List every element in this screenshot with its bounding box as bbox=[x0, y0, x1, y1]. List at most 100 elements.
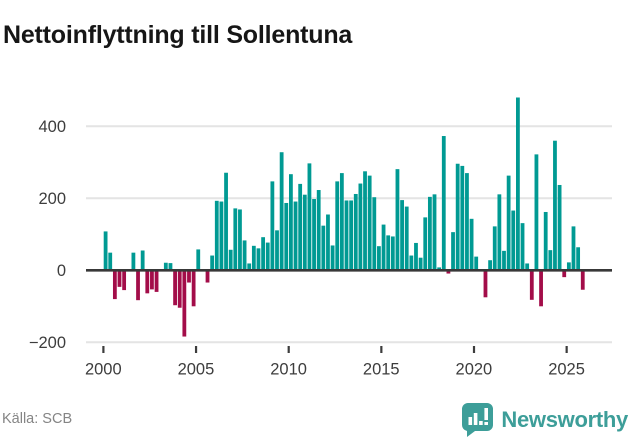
y-axis-label-200: 200 bbox=[38, 190, 66, 208]
bar-2011-Q1 bbox=[307, 163, 312, 271]
bar-2018-Q1 bbox=[437, 267, 442, 271]
x-tick-2010 bbox=[287, 346, 290, 353]
bar-2010-Q2 bbox=[293, 201, 298, 271]
bar-2016-Q3 bbox=[409, 255, 414, 271]
bar-2015-Q2 bbox=[386, 235, 391, 271]
bar-2001-Q3 bbox=[131, 252, 136, 271]
bar-2017-Q3 bbox=[427, 196, 432, 271]
y-axis-label--200: −200 bbox=[29, 334, 66, 352]
bar-2025-Q1 bbox=[566, 262, 571, 271]
bar-2014-Q3 bbox=[372, 197, 377, 271]
bar-2014-Q1 bbox=[363, 171, 367, 271]
bar-2008-Q1 bbox=[251, 245, 256, 271]
x-tick-2005 bbox=[194, 346, 198, 353]
bar-2003-Q3 bbox=[168, 263, 173, 271]
bar-2002-Q1 bbox=[140, 250, 145, 271]
bar-2012-Q2 bbox=[330, 245, 335, 271]
bar-2022-Q2 bbox=[516, 97, 520, 271]
bar-2000-Q4 bbox=[117, 270, 122, 287]
x-tick-2025 bbox=[565, 346, 568, 353]
x-axis-label-2005: 2005 bbox=[178, 361, 215, 379]
bar-2021-Q2 bbox=[497, 194, 502, 271]
bar-2005-Q4 bbox=[210, 255, 215, 271]
bar-2016-Q4 bbox=[414, 242, 418, 271]
bar-2019-Q2 bbox=[460, 165, 465, 271]
bar-2011-Q2 bbox=[312, 199, 316, 271]
bar-2012-Q1 bbox=[326, 214, 330, 271]
bar-2016-Q2 bbox=[404, 206, 409, 271]
bar-2004-Q1 bbox=[177, 270, 182, 308]
bar-2020-Q3 bbox=[483, 270, 488, 298]
x-tick-2020 bbox=[472, 346, 476, 353]
bar-2011-Q3 bbox=[316, 190, 321, 271]
bar-2000-Q3 bbox=[112, 270, 117, 300]
bar-2017-Q4 bbox=[432, 194, 437, 271]
bar-2004-Q2 bbox=[182, 270, 187, 337]
exclamation-dot-glyph bbox=[484, 422, 489, 425]
bar-2006-Q4 bbox=[228, 249, 233, 271]
bar-2020-Q4 bbox=[488, 260, 493, 271]
bar-2023-Q4 bbox=[543, 211, 548, 271]
bar-2001-Q1 bbox=[122, 270, 127, 291]
bar-2010-Q4 bbox=[302, 194, 307, 271]
x-axis-label-2015: 2015 bbox=[363, 361, 400, 379]
bar-2014-Q4 bbox=[377, 246, 381, 271]
bar-2024-Q3 bbox=[557, 184, 562, 271]
bar-2015-Q3 bbox=[390, 236, 395, 271]
x-axis-label-2025: 2025 bbox=[548, 361, 585, 379]
bar-2006-Q2 bbox=[219, 201, 224, 271]
bar-2020-Q1 bbox=[474, 256, 479, 271]
bar-2013-Q1 bbox=[344, 200, 349, 271]
x-axis-label-2010: 2010 bbox=[270, 361, 307, 379]
bar-2006-Q3 bbox=[224, 172, 228, 271]
bar-2010-Q1 bbox=[289, 174, 293, 271]
bar-2011-Q4 bbox=[321, 225, 326, 271]
bar-2010-Q3 bbox=[298, 183, 303, 271]
newsworthy-branding[interactable]: Newsworthy bbox=[461, 402, 628, 437]
bar-2006-Q1 bbox=[214, 200, 219, 271]
bar-2003-Q4 bbox=[173, 270, 177, 306]
bar-2024-Q2 bbox=[553, 140, 557, 271]
bar-2021-Q3 bbox=[502, 250, 506, 271]
bar-2017-Q1 bbox=[418, 257, 423, 271]
exclamation-bar-glyph bbox=[484, 408, 489, 420]
bar-2007-Q2 bbox=[238, 209, 242, 271]
speech-bubble-shape bbox=[462, 403, 494, 437]
bar-2018-Q2 bbox=[441, 136, 446, 271]
bar-2025-Q4 bbox=[580, 270, 585, 290]
bar-2000-Q1 bbox=[103, 231, 108, 271]
brand-name: Newsworthy bbox=[501, 406, 628, 432]
bar-2015-Q1 bbox=[381, 224, 386, 271]
bar-2013-Q3 bbox=[353, 193, 358, 271]
bar-2013-Q4 bbox=[358, 183, 363, 271]
bar-2024-Q4 bbox=[562, 270, 567, 278]
page-title: Nettoinflyttning till Sollentuna bbox=[3, 20, 353, 49]
bar-2022-Q3 bbox=[520, 223, 525, 271]
source-caption: Källa: SCB bbox=[2, 411, 73, 427]
bar-2013-Q2 bbox=[349, 200, 354, 271]
bar-2025-Q3 bbox=[576, 247, 581, 271]
bar-2004-Q4 bbox=[191, 270, 196, 307]
x-axis-label-2000: 2000 bbox=[85, 361, 122, 379]
bar-2018-Q3 bbox=[446, 270, 451, 274]
bar-2009-Q1 bbox=[270, 181, 275, 271]
bar-2007-Q1 bbox=[233, 208, 238, 271]
dot-glyph bbox=[479, 421, 484, 425]
bar-2002-Q4 bbox=[154, 270, 159, 292]
bar-2019-Q3 bbox=[465, 173, 469, 271]
x-tick-2015 bbox=[380, 346, 383, 353]
bar-2019-Q4 bbox=[469, 218, 474, 271]
x-axis-label-2020: 2020 bbox=[456, 361, 493, 379]
bar-2009-Q4 bbox=[284, 202, 289, 271]
bar-2016-Q1 bbox=[400, 200, 404, 271]
bar-2005-Q1 bbox=[196, 249, 201, 271]
bar-2021-Q4 bbox=[506, 175, 511, 271]
y-axis-label-0: 0 bbox=[57, 262, 66, 280]
bar-2021-Q1 bbox=[492, 226, 497, 271]
bar-2007-Q4 bbox=[247, 263, 252, 271]
bar-2004-Q3 bbox=[187, 270, 191, 283]
bar-2000-Q2 bbox=[108, 252, 113, 271]
bar-2023-Q3 bbox=[539, 270, 543, 307]
bar-2022-Q1 bbox=[511, 210, 516, 271]
